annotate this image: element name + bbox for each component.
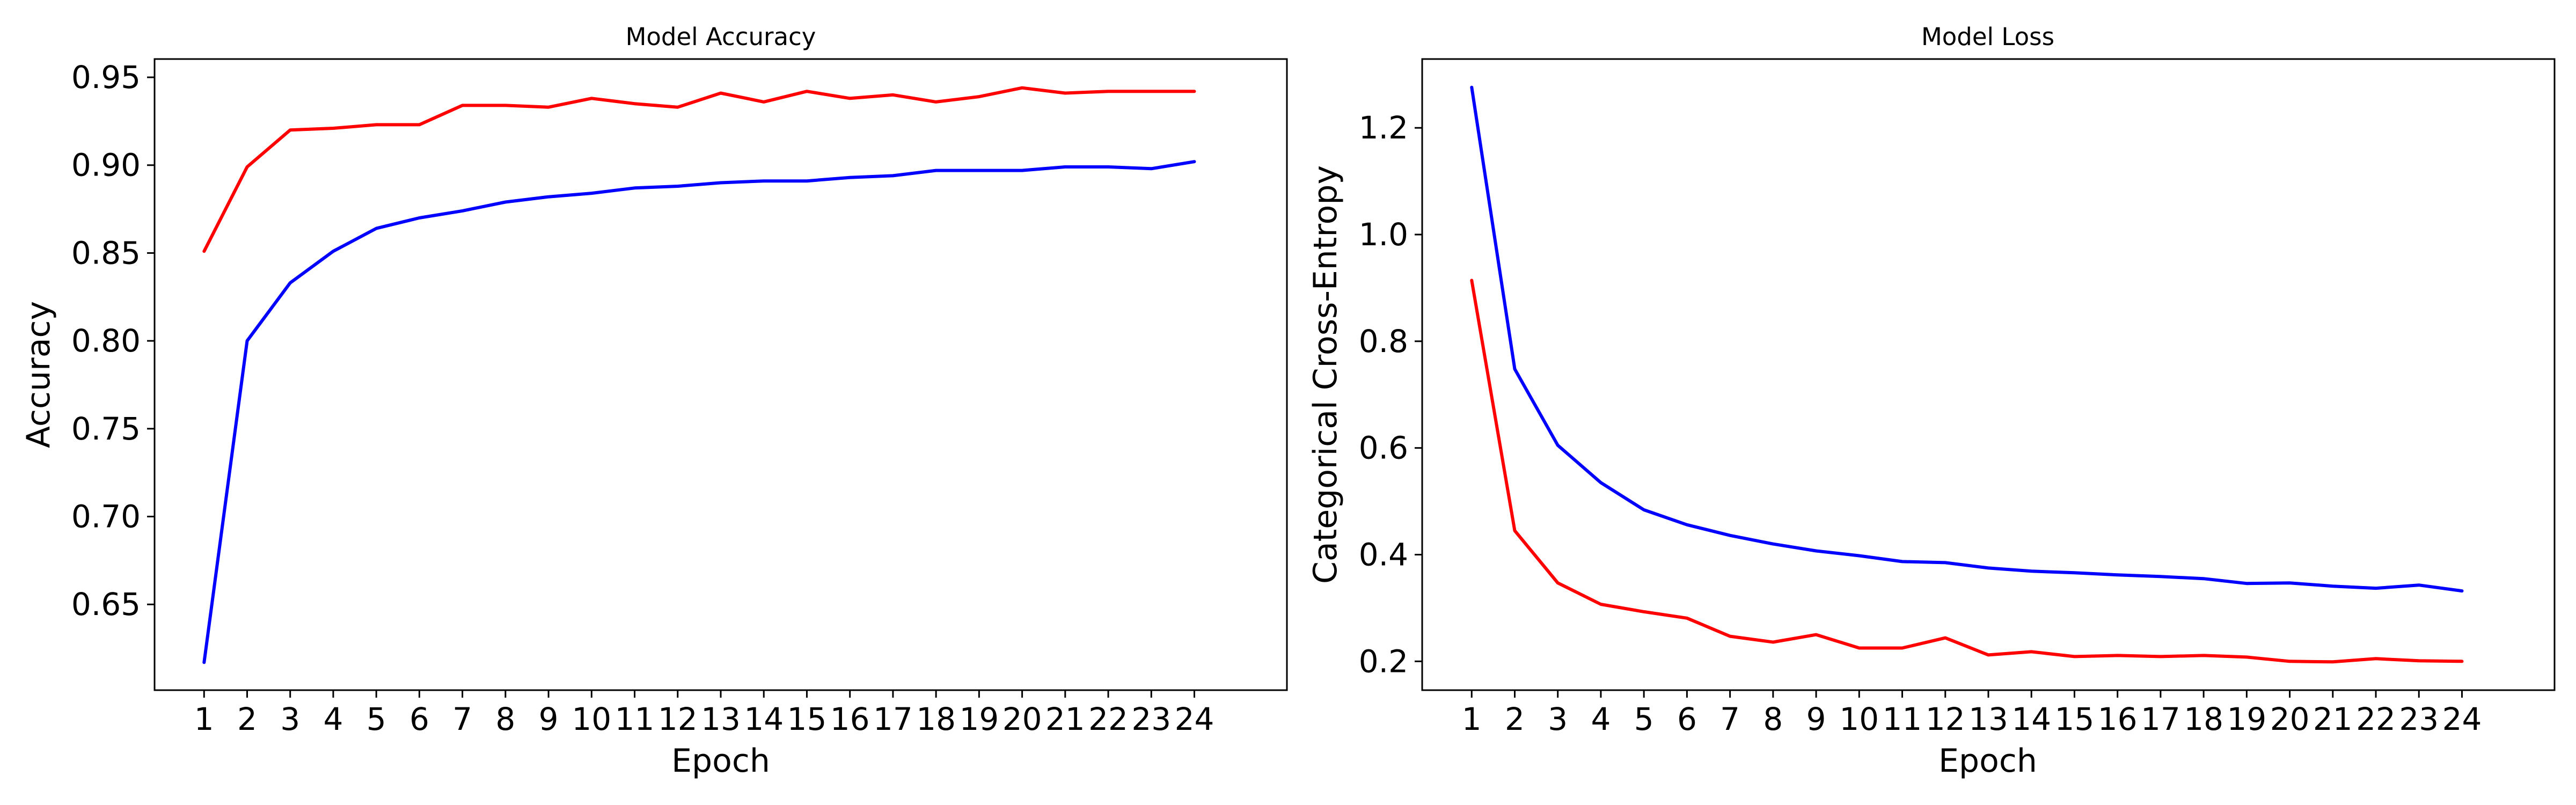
- loss-y-ticks: 0.2 0.4 0.6 0.8 1.0 1.2: [1359, 109, 1422, 679]
- loss-x-tick-label: 19: [2227, 701, 2266, 737]
- accuracy-x-tick-label: 13: [701, 701, 741, 737]
- accuracy-blue-line: [202, 160, 1196, 664]
- accuracy-x-tick-label: 6: [409, 701, 429, 737]
- accuracy-x-tick-label: 11: [615, 701, 655, 737]
- accuracy-x-tick-label: 24: [1175, 701, 1214, 737]
- loss-x-tick-label: 11: [1883, 701, 1922, 737]
- accuracy-red-line: [202, 86, 1196, 253]
- accuracy-x-tick-label: 9: [539, 701, 559, 737]
- loss-y-tick-label: 0.6: [1359, 430, 1408, 466]
- loss-x-tick-label: 3: [1548, 701, 1568, 737]
- accuracy-x-tick-label: 10: [572, 701, 611, 737]
- accuracy-series: [202, 86, 1196, 664]
- accuracy-y-tick-label: 0.65: [71, 586, 141, 623]
- loss-x-tick-label: 14: [2011, 701, 2051, 737]
- loss-x-axis-label: Epoch: [1938, 742, 2037, 780]
- loss-x-tick-label: 24: [2442, 701, 2482, 737]
- loss-x-tick-label: 5: [1634, 701, 1654, 737]
- accuracy-chart-title: Model Accuracy: [626, 23, 816, 51]
- loss-x-tick-label: 12: [1926, 701, 1965, 737]
- loss-x-tick-label: 22: [2356, 701, 2396, 737]
- loss-x-tick-label: 1: [1462, 701, 1482, 737]
- loss-x-tick-label: 4: [1591, 701, 1611, 737]
- loss-x-tick-label: 21: [2313, 701, 2353, 737]
- accuracy-x-tick-label: 22: [1088, 701, 1128, 737]
- loss-x-tick-label: 9: [1806, 701, 1826, 737]
- accuracy-y-axis-label: Accuracy: [20, 301, 57, 448]
- accuracy-y-tick-label: 0.80: [71, 323, 141, 359]
- accuracy-x-tick-label: 3: [280, 701, 300, 737]
- loss-y-tick-label: 1.2: [1359, 109, 1408, 146]
- loss-x-tick-label: 16: [2098, 701, 2138, 737]
- loss-x-tick-label: 7: [1720, 701, 1740, 737]
- accuracy-x-ticks: 1 2 3 4 5 6 7 8 9 10 11 12 13 14 15 16 17 18 19 20 21 22 23 24: [194, 690, 1214, 737]
- loss-x-tick-label: 23: [2399, 701, 2439, 737]
- accuracy-x-tick-label: 4: [323, 701, 343, 737]
- accuracy-x-tick-label: 7: [452, 701, 472, 737]
- accuracy-chart: Model Accuracy 1 2 3 4 5 6 7 8 9 10 11 12 13 14 15 16 17…: [20, 23, 1288, 780]
- loss-chart: Model Loss 1 2 3 4 5 6 7 8 9 10 11 12 13 14 15 16 17 18 19…: [1307, 23, 2556, 780]
- accuracy-x-tick-label: 18: [916, 701, 956, 737]
- loss-blue-line: [1470, 85, 2464, 593]
- accuracy-y-tick-label: 0.95: [71, 59, 141, 96]
- loss-y-tick-label: 0.8: [1359, 323, 1408, 360]
- loss-x-tick-label: 8: [1763, 701, 1783, 737]
- loss-x-tick-label: 17: [2141, 701, 2180, 737]
- accuracy-x-tick-label: 23: [1131, 701, 1171, 737]
- accuracy-x-tick-label: 1: [194, 701, 214, 737]
- loss-red-line: [1470, 279, 2464, 664]
- loss-x-tick-label: 18: [2184, 701, 2223, 737]
- loss-x-tick-label: 2: [1505, 701, 1525, 737]
- loss-x-tick-label: 10: [1839, 701, 1879, 737]
- accuracy-y-tick-label: 0.90: [71, 147, 141, 184]
- accuracy-y-tick-label: 0.70: [71, 499, 141, 535]
- loss-x-tick-label: 6: [1677, 701, 1697, 737]
- accuracy-y-ticks: 0.65 0.70 0.75 0.80 0.85 0.90 0.95: [71, 59, 155, 623]
- accuracy-x-tick-label: 14: [744, 701, 784, 737]
- loss-x-tick-label: 15: [2055, 701, 2095, 737]
- loss-x-tick-label: 13: [1968, 701, 2008, 737]
- loss-y-tick-label: 0.2: [1359, 643, 1408, 679]
- accuracy-x-tick-label: 16: [830, 701, 870, 737]
- accuracy-x-tick-label: 21: [1045, 701, 1085, 737]
- loss-x-tick-label: 20: [2270, 701, 2310, 737]
- accuracy-y-tick-label: 0.75: [71, 411, 141, 447]
- loss-x-ticks: 1 2 3 4 5 6 7 8 9 10 11 12 13 14 15 16 17 18 19 20 21 22 23 24: [1462, 690, 2482, 737]
- accuracy-x-tick-label: 17: [873, 701, 913, 737]
- accuracy-x-tick-label: 2: [237, 701, 257, 737]
- accuracy-x-tick-label: 19: [959, 701, 999, 737]
- loss-chart-title: Model Loss: [1921, 23, 2054, 51]
- loss-y-tick-label: 1.0: [1359, 216, 1408, 253]
- loss-series: [1470, 85, 2464, 664]
- loss-y-axis-label: Categorical Cross-Entropy: [1307, 165, 1344, 584]
- accuracy-x-tick-label: 5: [367, 701, 386, 737]
- accuracy-x-tick-label: 20: [1002, 701, 1042, 737]
- accuracy-x-axis-label: Epoch: [671, 742, 770, 780]
- accuracy-x-tick-label: 8: [495, 701, 515, 737]
- accuracy-y-tick-label: 0.85: [71, 235, 141, 271]
- accuracy-x-tick-label: 15: [787, 701, 827, 737]
- accuracy-x-tick-label: 12: [658, 701, 698, 737]
- loss-y-tick-label: 0.4: [1359, 537, 1408, 573]
